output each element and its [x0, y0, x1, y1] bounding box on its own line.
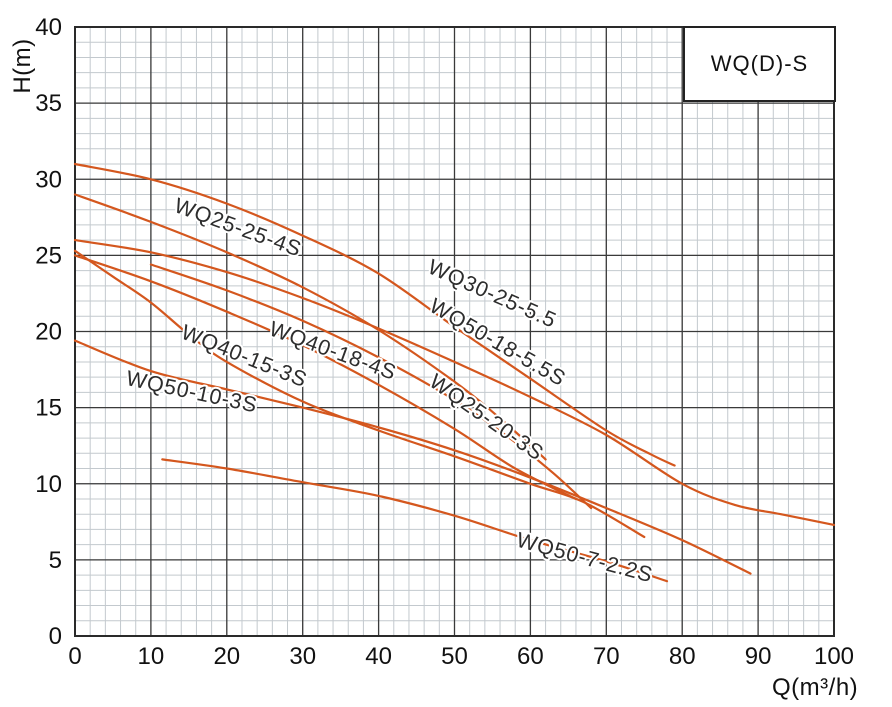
- pump-curve-WQ50-10-3S: [73, 339, 752, 575]
- y-tick-label: 10: [35, 471, 62, 498]
- x-tick-label: 20: [213, 643, 240, 670]
- x-axis-title: Q(m³/h): [772, 674, 859, 701]
- pump-curve-WQ40-18-4S: [149, 263, 593, 510]
- pump-curve-WQ50-7-2.2S: [161, 458, 669, 583]
- curve-label-WQ50-7-2.2S: WQ50-7-2.2S: [514, 528, 656, 587]
- x-tick-label: 70: [593, 643, 620, 670]
- y-tick-label: 15: [35, 395, 62, 422]
- legend-box: WQ(D)-S: [683, 26, 836, 102]
- x-tick-label: 10: [138, 643, 165, 670]
- y-axis-title: H(m): [9, 38, 36, 94]
- pump-curve-WQ30-25-5.5: [73, 162, 676, 467]
- pump-curve-WQ25-20-3S: [73, 254, 577, 501]
- y-tick-label: 0: [49, 623, 62, 650]
- pump-curve-WQ40-15-3S: [73, 249, 646, 539]
- curve-label-WQ50-10-3S: WQ50-10-3S: [124, 366, 260, 417]
- plot-border: [74, 26, 835, 637]
- x-tick-label: 30: [289, 643, 316, 670]
- x-tick-label: 100: [814, 643, 854, 670]
- y-tick-label: 40: [35, 14, 62, 41]
- y-tick-label: 20: [35, 319, 62, 346]
- pump-curve-WQ50-18-5.5S: [73, 239, 836, 526]
- x-tick-label: 80: [669, 643, 696, 670]
- x-tick-label: 0: [68, 643, 81, 670]
- x-tick-label: 50: [441, 643, 468, 670]
- y-tick-label: 35: [35, 90, 62, 117]
- x-tick-label: 60: [517, 643, 544, 670]
- legend-label: WQ(D)-S: [710, 51, 809, 76]
- y-tick-label: 30: [35, 166, 62, 193]
- pump-curve-WQ25-25-4S: [73, 193, 547, 461]
- x-tick-label: 40: [365, 643, 392, 670]
- y-tick-label: 5: [49, 547, 62, 574]
- x-tick-label: 90: [745, 643, 772, 670]
- y-tick-label: 25: [35, 242, 62, 269]
